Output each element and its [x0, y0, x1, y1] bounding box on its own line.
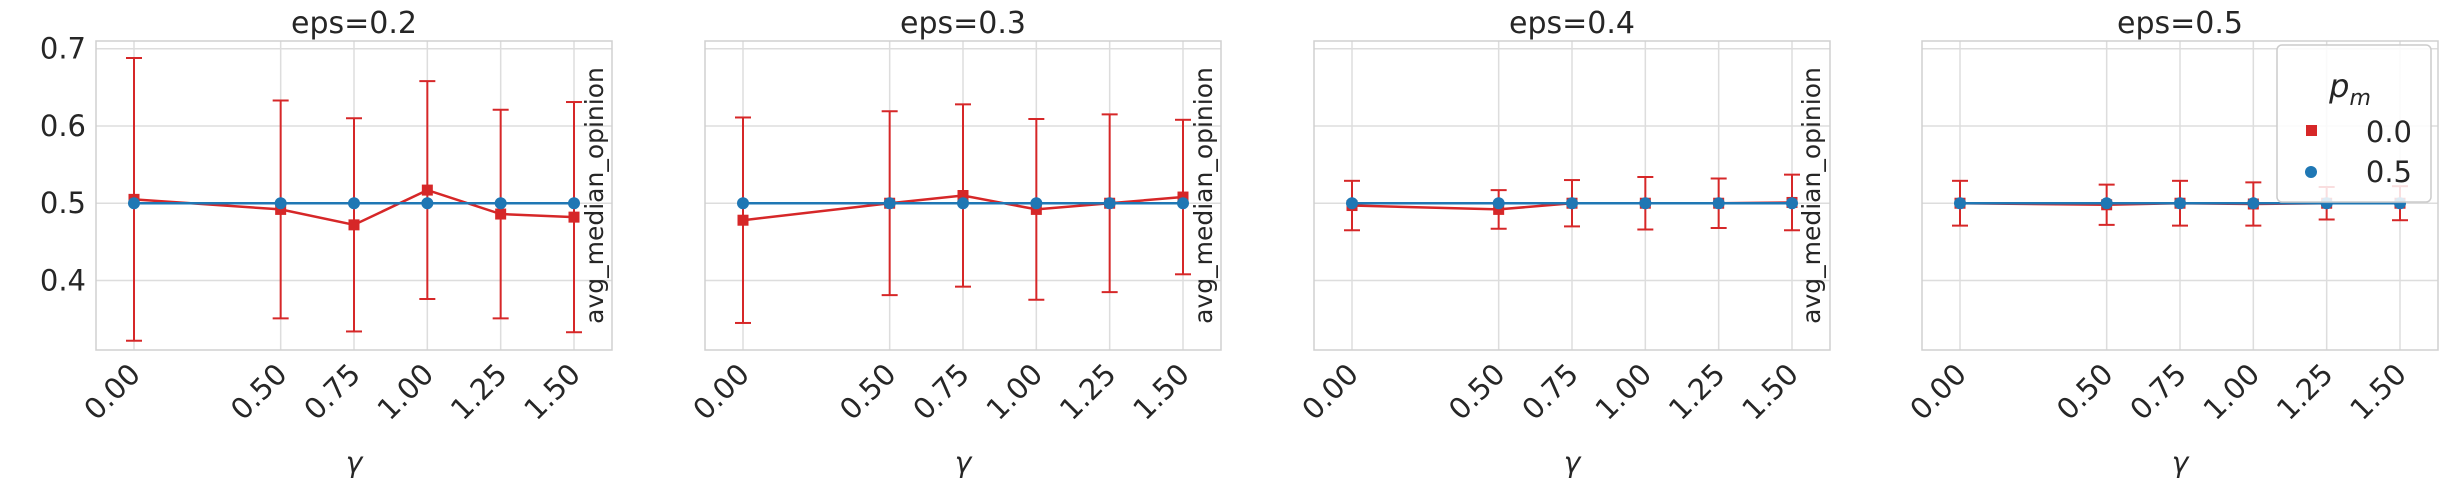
- x-tick-label: 1.00: [371, 357, 441, 427]
- panel-title: eps=0.5: [2117, 6, 2243, 41]
- x-tick-label: 1.50: [1126, 357, 1196, 427]
- data-point-pm-0.5: [1712, 197, 1725, 210]
- y-tick-label: 0.5: [40, 186, 86, 220]
- data-point-pm-0.5: [1639, 197, 1652, 210]
- series-line-pm-0.0: [133, 188, 575, 227]
- legend-label-pm-0.0: 0.0: [2366, 115, 2412, 149]
- x-tick-label: 1.25: [1662, 357, 1732, 427]
- legend-title: pm: [2328, 67, 2371, 111]
- x-tick-label: 1.25: [444, 357, 514, 427]
- data-point-pm-0.0: [568, 211, 580, 223]
- data-point-pm-0.0: [421, 184, 433, 196]
- axes-frame: [1313, 40, 1831, 351]
- data-point-pm-0.5: [1103, 197, 1116, 210]
- x-tick-label: 0.50: [2050, 357, 2120, 427]
- x-tick-label: 0.00: [1295, 357, 1365, 427]
- x-tick-label: 0.50: [224, 357, 294, 427]
- axes-frame: [1921, 40, 2439, 351]
- legend-label-pm-0.5: 0.5: [2366, 155, 2412, 189]
- data-point-pm-0.5: [348, 197, 360, 210]
- data-point-pm-0.0: [957, 190, 969, 201]
- x-axis-label: γ: [346, 446, 364, 479]
- data-point-pm-0.5: [494, 197, 507, 210]
- panel-title: eps=0.4: [1509, 6, 1635, 41]
- data-point-pm-0.5: [2100, 197, 2113, 210]
- data-point-pm-0.5: [2174, 197, 2186, 210]
- x-tick-label: 0.00: [77, 357, 147, 427]
- legend-title-main: p: [2328, 67, 2349, 105]
- legend: pm 0.0 0.5: [2276, 44, 2432, 203]
- x-tick-label: 0.75: [2123, 357, 2193, 427]
- data-point-pm-0.5: [1954, 197, 1966, 210]
- data-point-pm-0.5: [1030, 197, 1043, 210]
- x-tick-label: 1.25: [1053, 357, 1123, 427]
- data-point-pm-0.0: [275, 203, 287, 215]
- panel-3: eps=0.4 avg_median_opinion 0.00 0.50 0.75 1.0…: [1189, 6, 1831, 479]
- data-point-pm-0.0: [1030, 203, 1042, 215]
- x-axis-label: γ: [955, 446, 973, 479]
- panel-title: eps=0.3: [900, 6, 1026, 41]
- x-tick-label: 0.00: [1903, 357, 1973, 427]
- panel-4: eps=0.5 avg_median_opinion 0.00 0.50 0.75 1.0…: [1797, 6, 2439, 479]
- data-point-pm-0.0: [1493, 203, 1505, 215]
- data-point-pm-0.5: [1346, 197, 1358, 210]
- legend-title-subscript: m: [2349, 86, 2370, 111]
- x-tick-label: 1.50: [1735, 357, 1805, 427]
- x-axis-label: γ: [2172, 446, 2190, 479]
- data-point-pm-0.5: [883, 197, 896, 210]
- axes-frame: [704, 40, 1222, 351]
- data-point-pm-0.5: [128, 197, 140, 210]
- x-tick-label: 1.50: [2343, 357, 2413, 427]
- x-tick-label: 1.25: [2270, 357, 2340, 427]
- x-tick-label: 0.75: [1515, 357, 1585, 427]
- data-point-pm-0.0: [737, 214, 749, 226]
- y-axis-label: avg_median_opinion: [580, 67, 609, 324]
- data-point-pm-0.5: [1492, 197, 1505, 210]
- panel-1: eps=0.2 avg_median_opinion 0.4 0.5 0.6 0.7 0.0…: [40, 6, 613, 479]
- data-point-pm-0.0: [495, 208, 507, 220]
- y-axis-label: avg_median_opinion: [1797, 67, 1826, 324]
- x-tick-label: 0.50: [833, 357, 903, 427]
- data-point-pm-0.5: [1566, 197, 1578, 210]
- panel-2: eps=0.3 avg_median_opinion 0.00 0.50 0.75 1.0…: [580, 6, 1222, 479]
- data-point-pm-0.5: [1786, 197, 1798, 210]
- x-axis-label: γ: [1564, 446, 1582, 479]
- y-tick-label: 0.4: [40, 263, 86, 297]
- data-point-pm-0.5: [1177, 197, 1189, 210]
- y-axis-label: avg_median_opinion: [1189, 67, 1218, 324]
- y-tick-label: 0.6: [40, 109, 86, 143]
- x-tick-label: 1.50: [517, 357, 587, 427]
- legend-marker-pm-0.5: [2305, 166, 2317, 178]
- data-point-pm-0.5: [2247, 197, 2260, 210]
- data-point-pm-0.5: [957, 197, 969, 210]
- data-point-pm-0.5: [421, 197, 434, 210]
- y-tick-label: 0.7: [40, 32, 86, 66]
- x-tick-label: 0.50: [1442, 357, 1512, 427]
- legend-marker-pm-0.0: [2306, 125, 2317, 136]
- panel-title: eps=0.2: [291, 6, 417, 41]
- data-point-pm-0.5: [274, 197, 287, 210]
- x-tick-label: 0.75: [297, 357, 367, 427]
- x-tick-label: 1.00: [980, 357, 1050, 427]
- x-tick-label: 1.00: [2197, 357, 2267, 427]
- legend-box: [2276, 44, 2432, 203]
- data-point-pm-0.0: [1177, 191, 1189, 203]
- axes-frame: [95, 40, 613, 351]
- data-point-pm-0.5: [737, 197, 749, 210]
- data-point-pm-0.5: [568, 197, 580, 210]
- x-tick-label: 0.75: [906, 357, 976, 427]
- x-tick-label: 1.00: [1589, 357, 1659, 427]
- data-point-pm-0.0: [348, 219, 360, 231]
- x-tick-label: 0.00: [686, 357, 756, 427]
